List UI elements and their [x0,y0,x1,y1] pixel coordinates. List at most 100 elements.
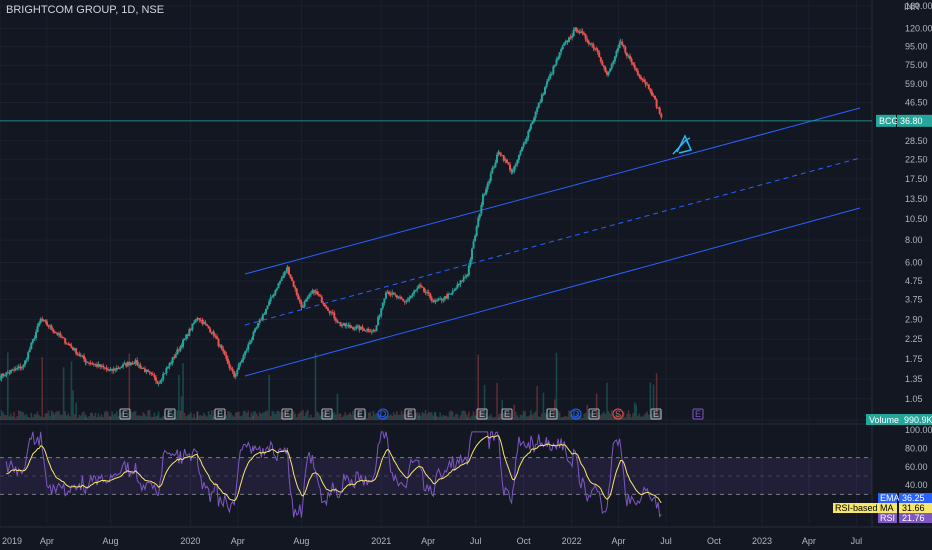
volume-bar [109,416,112,420]
event-label: E [324,409,330,419]
volume-bar [252,411,255,420]
price-tick: 1.35 [905,374,923,384]
candle-body [429,293,432,299]
volume-bar [288,414,290,420]
candle-body [617,47,620,51]
candle-body [627,55,630,57]
volume-bar [331,413,334,420]
volume-bar [213,410,215,420]
candle-body [309,293,312,295]
volume-bar [509,412,511,420]
time-tick: Aug [293,536,309,546]
volume-bar [622,411,625,420]
candle-body [111,368,114,371]
volume-bar [399,414,401,420]
rsi-tick: 100.00 [905,425,932,435]
candle-body [327,308,330,311]
volume-bar [242,411,245,420]
price-tick: 10.50 [905,214,928,224]
volume-bar [38,415,40,420]
volume-bar [496,382,498,420]
volume-bar [137,415,140,420]
volume-bar [456,414,459,420]
price-tick: 13.50 [905,194,928,204]
volume-bar [589,412,592,420]
candle-body [264,308,267,314]
event-label: E [122,409,128,419]
candle-body [214,335,217,337]
volume-bar [108,416,111,420]
volume-bar [469,417,472,420]
candle-body [303,301,306,307]
regression-channel[interactable] [244,107,861,377]
volume-bar [186,415,189,420]
volume-bar [468,411,470,420]
event-marker [281,408,293,420]
time-tick: Apr [802,536,816,546]
candle-body [610,63,613,69]
candle-body [509,164,512,171]
candle-body [348,325,351,328]
volume-bar [73,414,76,420]
time-axis[interactable]: 2019 Apr Aug 2020 Apr Aug 2021 Apr Jul Oct 2022 Apr… [2,536,862,546]
volume-bar [626,413,628,420]
candle-body [583,33,586,35]
candle-body [78,353,81,356]
volume-bar [445,415,448,420]
volume-bar [5,415,8,420]
candle-body [159,381,162,384]
volume-bar [157,411,160,420]
candle-body [272,294,275,297]
candle-body [151,374,154,376]
volume-bar [335,414,337,420]
candle-body [142,367,145,369]
candle-body [378,315,381,318]
candle-body [50,325,53,330]
volume-bar [619,414,622,420]
volume-bar [328,410,331,420]
volume-bar [162,415,165,420]
candle-body [514,164,517,167]
volume-bar [536,386,538,420]
candle-body [492,167,495,169]
volume-bar [552,412,555,420]
volume-bar [133,411,135,420]
candle-body [353,328,356,330]
candle-body [453,290,456,292]
candle-body [491,168,494,174]
candle-body [277,283,280,289]
candle-body [472,241,475,249]
candle-body [41,318,44,321]
volume-bar [377,414,379,420]
candle-body [475,226,478,236]
candle-body [655,99,658,108]
rsi-badge-label-bg [833,503,897,513]
candle-body [118,367,121,369]
candle-body [483,194,486,196]
candle-body [260,319,263,321]
volume-bar [465,414,468,420]
candle-body [485,189,488,195]
volume-bar [426,414,428,420]
candle-body [552,66,555,74]
volume-bar [120,412,123,420]
candle-body [561,45,564,49]
volume-bar [148,410,151,420]
volume-bar [459,415,462,420]
volume-bar [134,411,137,420]
price-tick: 160.00 [905,1,932,11]
volume-bar [644,413,647,420]
price-tick: 95.00 [905,42,928,52]
candle-body [222,348,225,352]
volume-bar [477,354,480,420]
candle-body [542,94,545,96]
volume-bar [210,410,213,420]
volume-bar [225,415,228,420]
candle-body [517,154,520,160]
volume-bar [25,414,28,420]
candle-body [363,328,366,331]
candle-body [416,288,419,290]
